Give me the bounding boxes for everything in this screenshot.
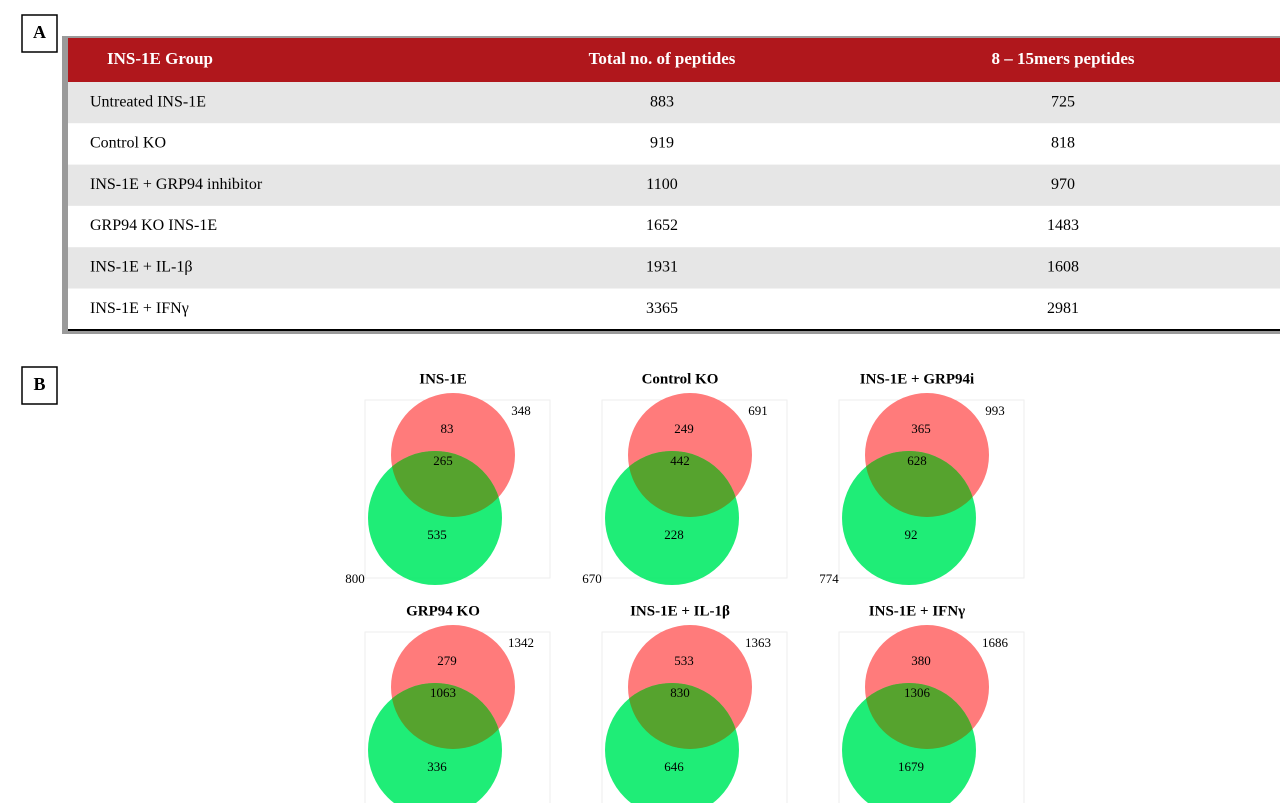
panel-label: B — [33, 374, 45, 394]
venn-overlap — [391, 683, 502, 749]
table-header-cell: 8 – 15mers peptides — [991, 49, 1134, 68]
venn-green-only: 336 — [427, 759, 447, 774]
table-header-bg — [68, 38, 1280, 82]
venn-red-total: 1363 — [745, 635, 771, 650]
table-cell: Untreated INS-1E — [90, 93, 206, 110]
venn-green-only: 535 — [427, 527, 447, 542]
table-row-bg — [68, 164, 1280, 206]
panel-box — [21, 14, 58, 53]
table-cell: GRP94 KO INS-1E — [90, 217, 217, 234]
table-cell: 919 — [650, 135, 674, 152]
venn-title: INS-1E + IFNγ — [869, 603, 965, 619]
venn-overlap — [391, 451, 502, 517]
venn-title: INS-1E + GRP94i — [860, 371, 974, 387]
venn-red-total: 691 — [748, 403, 768, 418]
venn-overlap — [865, 683, 976, 749]
table-row-bg — [68, 247, 1280, 289]
venn-title: Control KO — [642, 371, 719, 387]
venn-both: 1306 — [904, 685, 931, 700]
venn-green-total: 774 — [819, 571, 839, 586]
table-cell: INS-1E + GRP94 inhibitor — [90, 176, 263, 193]
venn-overlap — [628, 683, 739, 749]
table-cell: 883 — [650, 93, 674, 110]
venn-red-only: 83 — [441, 421, 454, 436]
venn-red-only: 365 — [911, 421, 931, 436]
venn-red-only: 380 — [911, 653, 931, 668]
table-cell: INS-1E + IFNγ — [90, 300, 189, 317]
venn-red-total: 1342 — [508, 635, 534, 650]
table-cell: 2981 — [1047, 300, 1079, 317]
venn-red-total: 993 — [985, 403, 1005, 418]
table-cell: Control KO — [90, 135, 166, 152]
table-row-bg — [68, 82, 1280, 124]
venn-title: GRP94 KO — [406, 603, 480, 619]
venn-green-total: 800 — [345, 571, 365, 586]
venn-red-total: 1686 — [982, 635, 1009, 650]
venn-title: INS-1E + IL-1β — [630, 603, 730, 619]
table-cell: INS-1E + IL-1β — [90, 259, 192, 276]
venn-green-only: 92 — [905, 527, 918, 542]
venn-red-total: 348 — [511, 403, 531, 418]
table-cell: 818 — [1051, 135, 1075, 152]
table-cell: 1652 — [646, 217, 678, 234]
venn-green-only: 1679 — [898, 759, 924, 774]
venn-overlap — [628, 451, 739, 517]
venn-both: 830 — [670, 685, 690, 700]
panel-box — [21, 366, 58, 405]
table-cell: 725 — [1051, 93, 1075, 110]
table-row-bg — [68, 205, 1280, 248]
table-header-cell: Total no. of peptides — [589, 49, 736, 68]
table-cell: 970 — [1051, 176, 1075, 193]
table-header-cell: INS-1E Group — [107, 49, 213, 68]
venn-title: INS-1E — [419, 371, 467, 387]
panel-label: A — [33, 22, 46, 42]
venn-red-only: 249 — [674, 421, 694, 436]
venn-both: 265 — [433, 453, 453, 468]
venn-both: 1063 — [430, 685, 456, 700]
table-cell: 1608 — [1047, 259, 1079, 276]
table-row-bg — [68, 123, 1280, 165]
venn-both: 628 — [907, 453, 927, 468]
venn-red-only: 533 — [674, 653, 694, 668]
table-row-bg — [68, 288, 1280, 330]
venn-red-only: 279 — [437, 653, 457, 668]
venn-green-only: 646 — [664, 759, 684, 774]
table-cell: 1931 — [646, 259, 678, 276]
venn-overlap — [865, 451, 976, 517]
table-cell: 3365 — [646, 300, 678, 317]
venn-both: 442 — [670, 453, 690, 468]
venn-green-total: 670 — [582, 571, 602, 586]
venn-green-only: 228 — [664, 527, 684, 542]
table-cell: 1100 — [646, 176, 677, 193]
table-cell: 1483 — [1047, 217, 1079, 234]
